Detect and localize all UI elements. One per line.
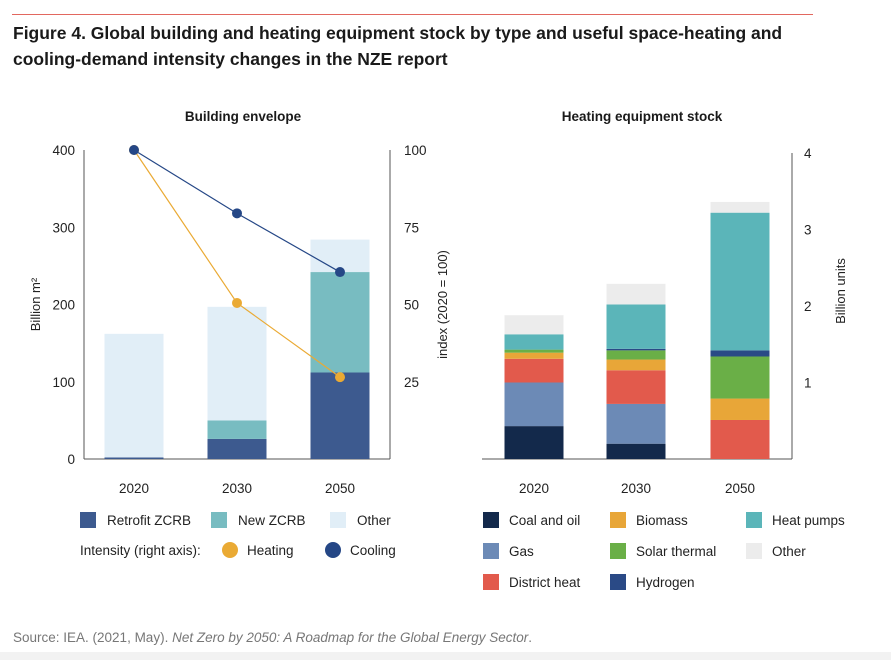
legend-swatch-equipment-biomass (610, 512, 626, 528)
legend-label-retrofit-zcrb: Retrofit ZCRB (107, 513, 191, 528)
equipment-bar-biomass-2020 (504, 352, 564, 359)
figure-title: Figure 4. Global building and heating eq… (13, 23, 783, 69)
envelope-left-tick-label: 0 (67, 452, 75, 467)
equipment-bar-heat-pumps-2050 (710, 212, 770, 351)
envelope-point-heating-2030 (232, 297, 242, 308)
equipment-bar-district-heat-2020 (504, 358, 564, 383)
equipment-bar-gas-2030 (606, 403, 666, 444)
legend-intensity-label: Intensity (right axis): (80, 543, 201, 558)
envelope-bar-other-2050 (310, 239, 370, 273)
legend-label-equipment-solar-thermal: Solar thermal (636, 544, 716, 559)
legend-label-heating: Heating (247, 543, 294, 558)
legend-label-equipment-gas: Gas (509, 544, 534, 559)
source-note: Source: IEA. (2021, May). Net Zero by 20… (13, 630, 532, 645)
envelope-x-tick-label: 2020 (119, 481, 149, 496)
equipment-right-tick-label: 1 (804, 376, 812, 391)
legend-swatch-equipment-heat-pumps (746, 512, 762, 528)
envelope-left-tick-label: 300 (52, 220, 75, 235)
envelope-point-heating-2050 (335, 372, 345, 383)
equipment-bar-district-heat-2030 (606, 370, 666, 404)
equipment-x-tick-label: 2020 (519, 481, 549, 496)
equipment-bar-solar-thermal-2050 (710, 356, 770, 399)
legend-swatch-equipment-gas (483, 543, 499, 559)
equipment-bar-hydrogen-2050 (710, 350, 770, 357)
equipment-bar-district-heat-2050 (710, 419, 770, 459)
equipment-bar-solar-thermal-2030 (606, 350, 666, 360)
envelope-bar-other-2030 (207, 306, 267, 421)
legend-label-new-zcrb: New ZCRB (238, 513, 306, 528)
envelope-left-tick-label: 200 (52, 298, 75, 313)
envelope-right-tick-label: 100 (404, 143, 427, 158)
equipment-bar-other-2050 (710, 201, 770, 213)
equipment-x-tick-label: 2050 (725, 481, 755, 496)
legend-label-other: Other (357, 513, 391, 528)
equipment-bar-other-2020 (504, 315, 564, 335)
legend-label-equipment-other: Other (772, 544, 806, 559)
envelope-bar-retrofit-zcrb-2050 (310, 372, 370, 459)
legend-marker-cooling (325, 542, 341, 558)
equipment-bar-coal-and-oil-2020 (504, 426, 564, 459)
legend-marker-heating (222, 542, 238, 558)
equipment-right-tick-label: 2 (804, 299, 812, 314)
legend-label-equipment-biomass: Biomass (636, 513, 688, 528)
envelope-bar-retrofit-zcrb-2020 (104, 457, 164, 459)
legend-label-cooling: Cooling (350, 543, 396, 558)
legend-label-equipment-coal-and-oil: Coal and oil (509, 513, 580, 528)
envelope-right-tick-label: 75 (404, 220, 419, 235)
envelope-bar-new-zcrb-2030 (207, 420, 267, 439)
legend-swatch-equipment-district-heat (483, 574, 499, 590)
equipment-chart-title: Heating equipment stock (562, 109, 723, 124)
envelope-point-cooling-2030 (232, 208, 242, 219)
legend-swatch-new-zcrb (211, 512, 227, 528)
source-prefix: Source: IEA. (2021, May). (13, 630, 173, 645)
equipment-bar-heat-pumps-2030 (606, 304, 666, 349)
equipment-right-tick-label: 3 (804, 223, 812, 238)
equipment-bar-hydrogen-2030 (606, 348, 666, 351)
bottom-bar (0, 652, 891, 660)
legend-label-equipment-heat-pumps: Heat pumps (772, 513, 845, 528)
legend-label-equipment-district-heat: District heat (509, 575, 581, 590)
legend-swatch-equipment-coal-and-oil (483, 512, 499, 528)
equipment-bar-coal-and-oil-2030 (606, 443, 666, 459)
equipment-bar-solar-thermal-2020 (504, 349, 564, 353)
envelope-right-tick-label: 25 (404, 375, 419, 390)
envelope-chart-title: Building envelope (185, 109, 302, 124)
equipment-bar-biomass-2050 (710, 398, 770, 420)
equipment-bar-heat-pumps-2020 (504, 334, 564, 350)
legend-swatch-equipment-other (746, 543, 762, 559)
envelope-right-axis-label: index (2020 = 100) (435, 250, 450, 359)
envelope-x-tick-label: 2030 (222, 481, 252, 496)
envelope-bar-new-zcrb-2050 (310, 272, 370, 373)
equipment-x-tick-label: 2030 (621, 481, 651, 496)
equipment-bar-biomass-2030 (606, 359, 666, 371)
legend-swatch-equipment-solar-thermal (610, 543, 626, 559)
legend-swatch-other (330, 512, 346, 528)
envelope-point-cooling-2050 (335, 267, 345, 278)
source-title: Net Zero by 2050: A Roadmap for the Glob… (172, 630, 529, 645)
envelope-bar-retrofit-zcrb-2030 (207, 438, 267, 459)
envelope-left-tick-label: 400 (52, 143, 75, 158)
legend-swatch-equipment-hydrogen (610, 574, 626, 590)
envelope-point-cooling-2020 (129, 145, 139, 155)
envelope-left-tick-label: 100 (52, 375, 75, 390)
envelope-x-tick-label: 2050 (325, 481, 355, 496)
envelope-right-tick-label: 50 (404, 298, 419, 313)
legend-swatch-retrofit-zcrb (80, 512, 96, 528)
top-rule (12, 14, 813, 15)
equipment-right-tick-label: 4 (804, 146, 812, 161)
equipment-bar-other-2030 (606, 283, 666, 305)
envelope-left-axis-label: Billion m² (28, 277, 43, 331)
legend-label-equipment-hydrogen: Hydrogen (636, 575, 695, 590)
equipment-bar-gas-2020 (504, 382, 564, 427)
envelope-bar-other-2020 (104, 333, 164, 458)
source-suffix: . (528, 630, 533, 645)
equipment-right-axis-label: Billion units (833, 258, 848, 324)
